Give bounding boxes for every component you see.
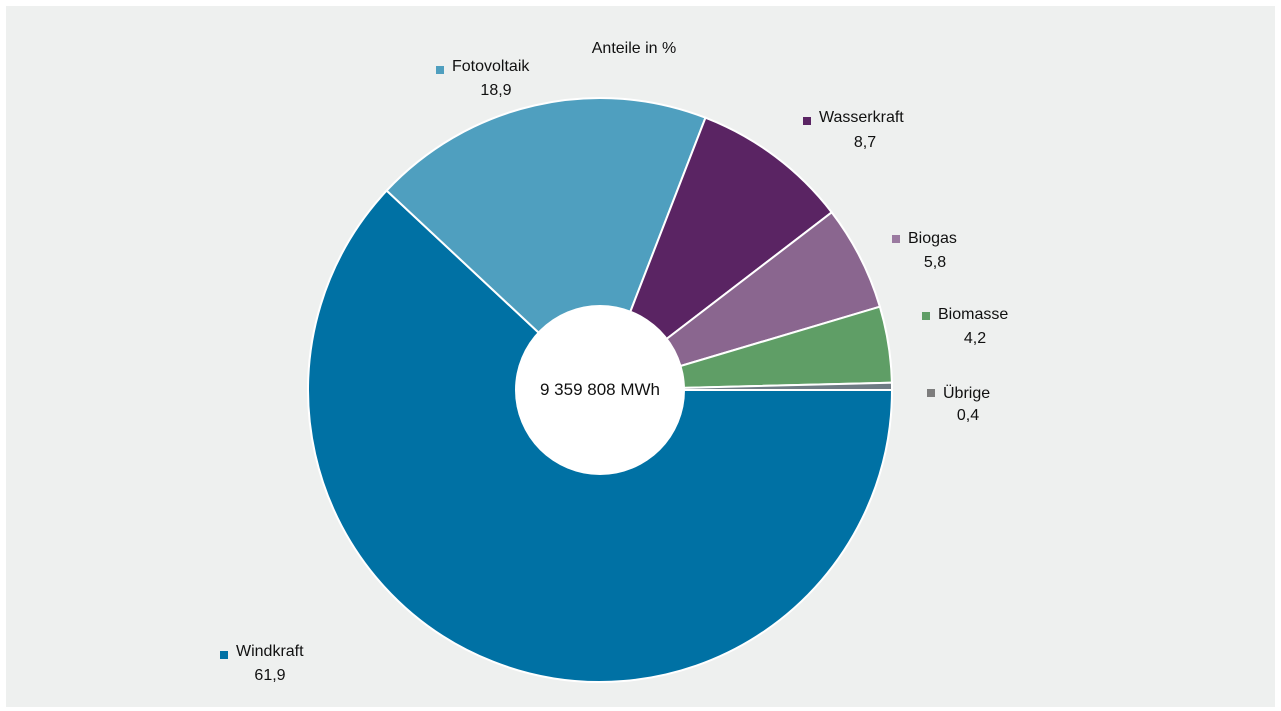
slice-value-label-2: 8,7	[854, 134, 876, 151]
slice-value-label-5: 0,4	[957, 407, 979, 424]
slice-name-label-2: Wasserkraft	[819, 109, 904, 126]
slice-name-label-0: Windkraft	[236, 643, 304, 660]
slice-name-label-4: Biomasse	[938, 306, 1008, 323]
slice-value-label-0: 61,9	[254, 667, 285, 684]
donut-hole	[515, 305, 685, 475]
legend-marker-0	[220, 651, 228, 659]
legend-marker-1	[436, 66, 444, 74]
slice-value-label-4: 4,2	[964, 330, 986, 347]
slice-value-label-3: 5,8	[924, 254, 946, 271]
slice-name-label-1: Fotovoltaik	[452, 58, 530, 75]
legend-marker-2	[803, 117, 811, 125]
legend-marker-4	[922, 312, 930, 320]
slice-name-label-3: Biogas	[908, 230, 957, 247]
slice-name-label-5: Übrige	[943, 384, 990, 402]
chart-title: Anteile in %	[592, 40, 677, 57]
legend-marker-5	[927, 389, 935, 397]
slice-value-label-1: 18,9	[480, 82, 511, 99]
center-total-label: 9 359 808 MWh	[540, 380, 660, 399]
legend-marker-3	[892, 235, 900, 243]
pie-slice-2	[597, 116, 834, 393]
